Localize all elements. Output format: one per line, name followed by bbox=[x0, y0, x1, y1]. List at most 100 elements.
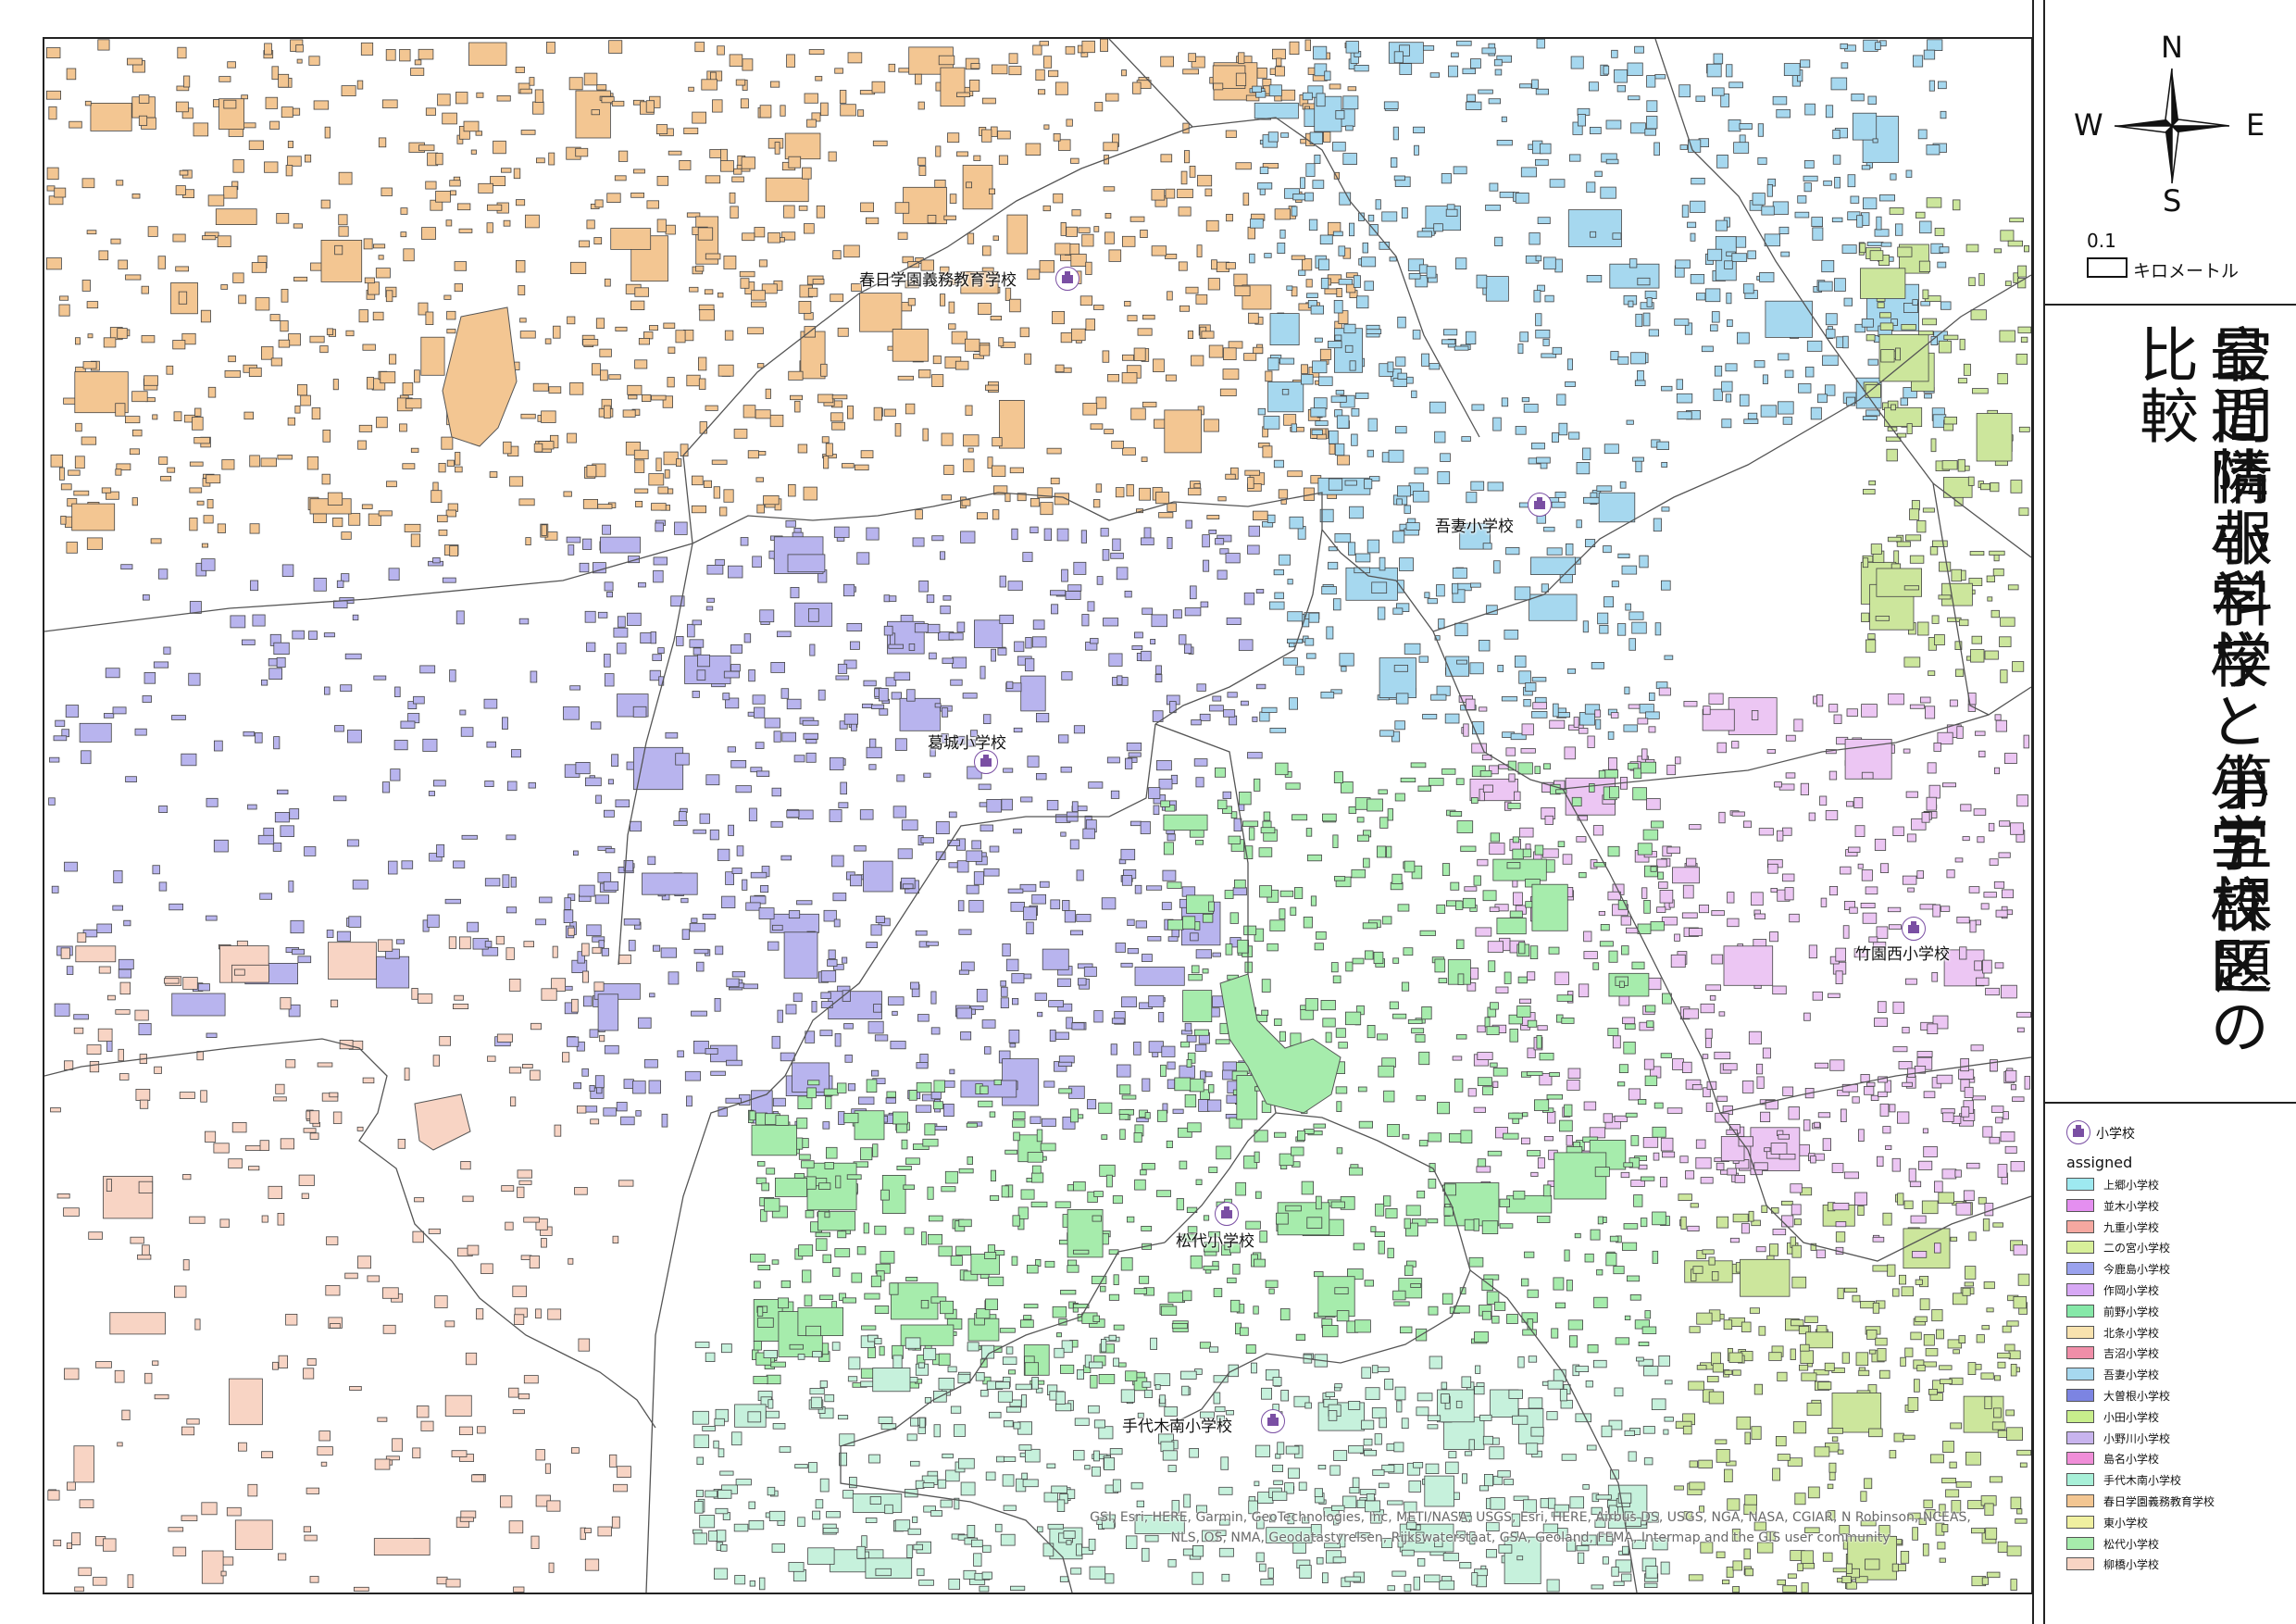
building-footprint bbox=[332, 795, 347, 802]
building-footprint bbox=[1288, 1468, 1301, 1479]
map-frame[interactable]: 春日学園義務教育学校 吾妻小学校 葛城小学校 竹園西小学校 松代小学校 手代木南… bbox=[43, 37, 2033, 1594]
building-footprint bbox=[1029, 526, 1039, 533]
building-footprint bbox=[1191, 355, 1204, 367]
building-footprint bbox=[803, 732, 819, 740]
building-footprint bbox=[152, 865, 160, 875]
building-footprint bbox=[918, 1580, 934, 1586]
building-footprint bbox=[830, 412, 843, 422]
building-footprint bbox=[1208, 901, 1215, 912]
building-footprint bbox=[575, 147, 589, 157]
building-footprint bbox=[1466, 982, 1477, 992]
building-footprint bbox=[1576, 461, 1591, 475]
building-footprint bbox=[1108, 1293, 1120, 1301]
building-footprint bbox=[649, 325, 659, 331]
building-footprint bbox=[638, 1017, 652, 1029]
building-footprint bbox=[938, 1353, 951, 1367]
building-footprint bbox=[1141, 537, 1154, 545]
building-footprint bbox=[1178, 1127, 1192, 1138]
building-footprint bbox=[733, 429, 748, 439]
building-footprint bbox=[1862, 557, 1869, 568]
building-footprint bbox=[1902, 1027, 1910, 1034]
building-footprint bbox=[1872, 138, 1878, 144]
building-footprint bbox=[1263, 416, 1280, 430]
building-footprint bbox=[213, 1143, 230, 1154]
building-footprint bbox=[1517, 1356, 1525, 1368]
building-footprint bbox=[1753, 360, 1766, 369]
building-footprint bbox=[812, 1510, 821, 1520]
building-footprint bbox=[189, 461, 204, 467]
building-footprint bbox=[771, 1259, 780, 1265]
building-footprint bbox=[1160, 1441, 1175, 1453]
building-footprint bbox=[1928, 80, 1935, 92]
building-footprint bbox=[665, 731, 679, 739]
building-footprint bbox=[1992, 568, 2004, 577]
building-footprint bbox=[66, 1543, 72, 1549]
building-footprint bbox=[200, 1090, 207, 1103]
building-footprint bbox=[285, 1059, 296, 1068]
building-footprint bbox=[1050, 477, 1060, 485]
building-footprint bbox=[1916, 870, 1925, 879]
building-footprint bbox=[470, 149, 477, 155]
building-footprint bbox=[1441, 768, 1456, 775]
building-footprint bbox=[1993, 1375, 2001, 1381]
building-footprint bbox=[1416, 1406, 1429, 1417]
building-footprint bbox=[373, 675, 387, 681]
building-footprint bbox=[596, 84, 607, 91]
building-footprint bbox=[1466, 101, 1482, 110]
building-footprint bbox=[833, 918, 841, 928]
building-footprint bbox=[1014, 641, 1025, 653]
building-footprint bbox=[1486, 1521, 1500, 1532]
building-footprint bbox=[1564, 746, 1576, 760]
building-footprint bbox=[82, 361, 97, 369]
building-footprint bbox=[742, 879, 748, 891]
building-footprint bbox=[1922, 507, 1935, 513]
building-footprint bbox=[1034, 993, 1047, 1001]
building-footprint bbox=[1317, 1465, 1327, 1470]
building-footprint bbox=[917, 1014, 930, 1022]
building-footprint bbox=[1920, 696, 1931, 704]
building-footprint bbox=[1121, 69, 1127, 77]
building-footprint bbox=[914, 623, 929, 633]
building-footprint bbox=[985, 1471, 996, 1481]
building-footprint bbox=[1751, 1426, 1762, 1440]
building-footprint bbox=[269, 314, 281, 321]
building-footprint bbox=[1305, 163, 1316, 177]
building-footprint bbox=[449, 545, 459, 556]
building-footprint bbox=[1865, 383, 1881, 398]
building-footprint bbox=[747, 327, 764, 335]
building-footprint bbox=[414, 369, 420, 383]
building-footprint bbox=[1325, 1031, 1332, 1043]
map-canvas[interactable] bbox=[44, 39, 2031, 1593]
building-footprint bbox=[1661, 580, 1671, 591]
building-footprint bbox=[779, 1446, 792, 1453]
building-footprint bbox=[1235, 162, 1252, 170]
building-footprint bbox=[1515, 656, 1527, 668]
building-footprint bbox=[1889, 1450, 1897, 1459]
building-footprint bbox=[1841, 62, 1849, 69]
building-footprint bbox=[303, 1128, 317, 1133]
building-footprint bbox=[992, 235, 999, 241]
building-footprint bbox=[455, 610, 465, 625]
building-footprint bbox=[1427, 598, 1438, 605]
building-footprint bbox=[1546, 1579, 1560, 1593]
building-footprint bbox=[293, 223, 304, 229]
building-footprint bbox=[766, 1168, 776, 1175]
building-footprint bbox=[1621, 1573, 1632, 1582]
building-footprint bbox=[1178, 206, 1192, 217]
building-footprint bbox=[1186, 1059, 1192, 1068]
building-footprint bbox=[1220, 1456, 1229, 1470]
building-footprint bbox=[1646, 798, 1661, 810]
building-footprint bbox=[1341, 666, 1347, 672]
building-footprint bbox=[1655, 681, 1668, 689]
building-footprint bbox=[1748, 1031, 1762, 1045]
building-footprint bbox=[1298, 1481, 1307, 1492]
building-footprint bbox=[2010, 822, 2024, 835]
building-footprint bbox=[1397, 485, 1411, 497]
building-footprint bbox=[942, 657, 955, 664]
building-footprint bbox=[1043, 124, 1050, 130]
building-footprint bbox=[1221, 1573, 1230, 1582]
building-footprint bbox=[1295, 666, 1304, 676]
building-footprint bbox=[868, 764, 877, 770]
building-footprint bbox=[505, 906, 518, 914]
building-footprint bbox=[1261, 1009, 1269, 1016]
